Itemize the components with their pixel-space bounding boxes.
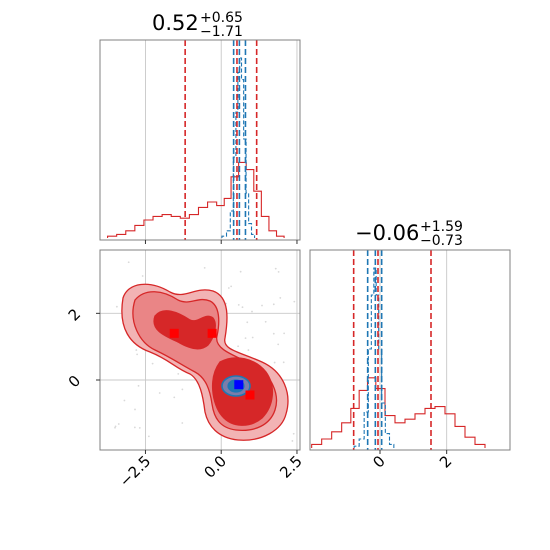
joint-sample-dot (246, 321, 249, 324)
joint-sample-dot (293, 300, 296, 303)
joint-sample-dot (277, 270, 280, 273)
hist2-xtick-label: 2 (436, 452, 455, 471)
joint-marker (234, 380, 244, 390)
joint-sample-dot (272, 332, 275, 335)
joint-sample-dot (141, 275, 144, 277)
title-param2-plus: +1.59 (420, 219, 463, 235)
title-param1: 0.52 (152, 11, 199, 35)
joint-sample-dot (251, 310, 253, 313)
joint-sample-dot (114, 425, 117, 428)
hist2-series-0 (311, 377, 486, 448)
joint-sample-dot (136, 353, 139, 356)
joint-sample-dot (137, 384, 140, 387)
joint-density-panel: −2.5 0.0 2.5 2 0 (65, 249, 306, 491)
joint-xtick-label: −2.5 (116, 452, 154, 490)
joint-sample-dot (264, 320, 267, 323)
joint-sample-dot (158, 392, 161, 394)
joint-sample-dot (273, 361, 276, 364)
joint-sample-dot (274, 267, 277, 270)
hist1-series-0 (107, 161, 285, 238)
joint-sample-dot (237, 303, 240, 306)
joint-sample-dot (230, 285, 233, 288)
joint-sample-dot (151, 362, 154, 365)
joint-xtick-label: 2.5 (276, 452, 306, 482)
joint-sample-dot (272, 303, 275, 306)
joint-sample-dot (181, 388, 184, 391)
joint-sample-dot (181, 422, 184, 424)
joint-sample-dot (247, 349, 250, 351)
joint-sample-dot (241, 306, 244, 309)
joint-sample-dot (133, 426, 136, 429)
joint-marker (169, 328, 179, 338)
joint-sample-dot (239, 270, 242, 273)
title-param1-minus: −1.71 (200, 24, 243, 40)
joint-sample-dot (261, 304, 263, 307)
hist1-series-1 (221, 57, 256, 238)
joint-sample-dot (244, 337, 247, 339)
joint-sample-dot (115, 305, 118, 308)
joint-sample-dot (282, 361, 285, 364)
joint-sample-dot (135, 349, 138, 351)
joint-sample-dot (138, 427, 141, 429)
joint-sample-dot (227, 287, 230, 289)
joint-ytick-label: 0 (65, 372, 84, 391)
title-param2-minus: −0.73 (420, 233, 463, 249)
joint-xtick-label: 0.0 (200, 452, 230, 482)
joint-sample-dot (203, 266, 206, 269)
joint-sample-dot (292, 432, 295, 435)
joint-sample-dot (173, 396, 176, 399)
joint-sample-dot (177, 372, 180, 375)
title-param1-median: 0.52 (152, 11, 199, 35)
joint-sample-dot (251, 336, 254, 339)
hist2-xtick-label: 0 (369, 452, 388, 471)
joint-sample-dot (114, 426, 116, 429)
title-param1-plus: +0.65 (200, 10, 243, 26)
joint-sample-dot (279, 297, 282, 299)
joint-ytick-label: 2 (65, 305, 84, 324)
joint-marker (245, 390, 255, 400)
joint-sample-dot (237, 345, 240, 348)
joint-sample-dot (117, 423, 120, 425)
title-param2: −0.06 (355, 221, 419, 245)
joint-sample-dot (147, 435, 150, 438)
joint-sample-dot (134, 408, 136, 411)
joint-sample-dot (277, 343, 280, 346)
title-param2-median: −0.06 (355, 221, 419, 245)
joint-sample-dot (283, 332, 286, 335)
joint-marker (207, 328, 217, 338)
histogram-param1 (99, 39, 301, 244)
joint-sample-dot (127, 261, 130, 264)
joint-sample-dot (291, 440, 294, 442)
joint-sample-dot (123, 399, 126, 402)
